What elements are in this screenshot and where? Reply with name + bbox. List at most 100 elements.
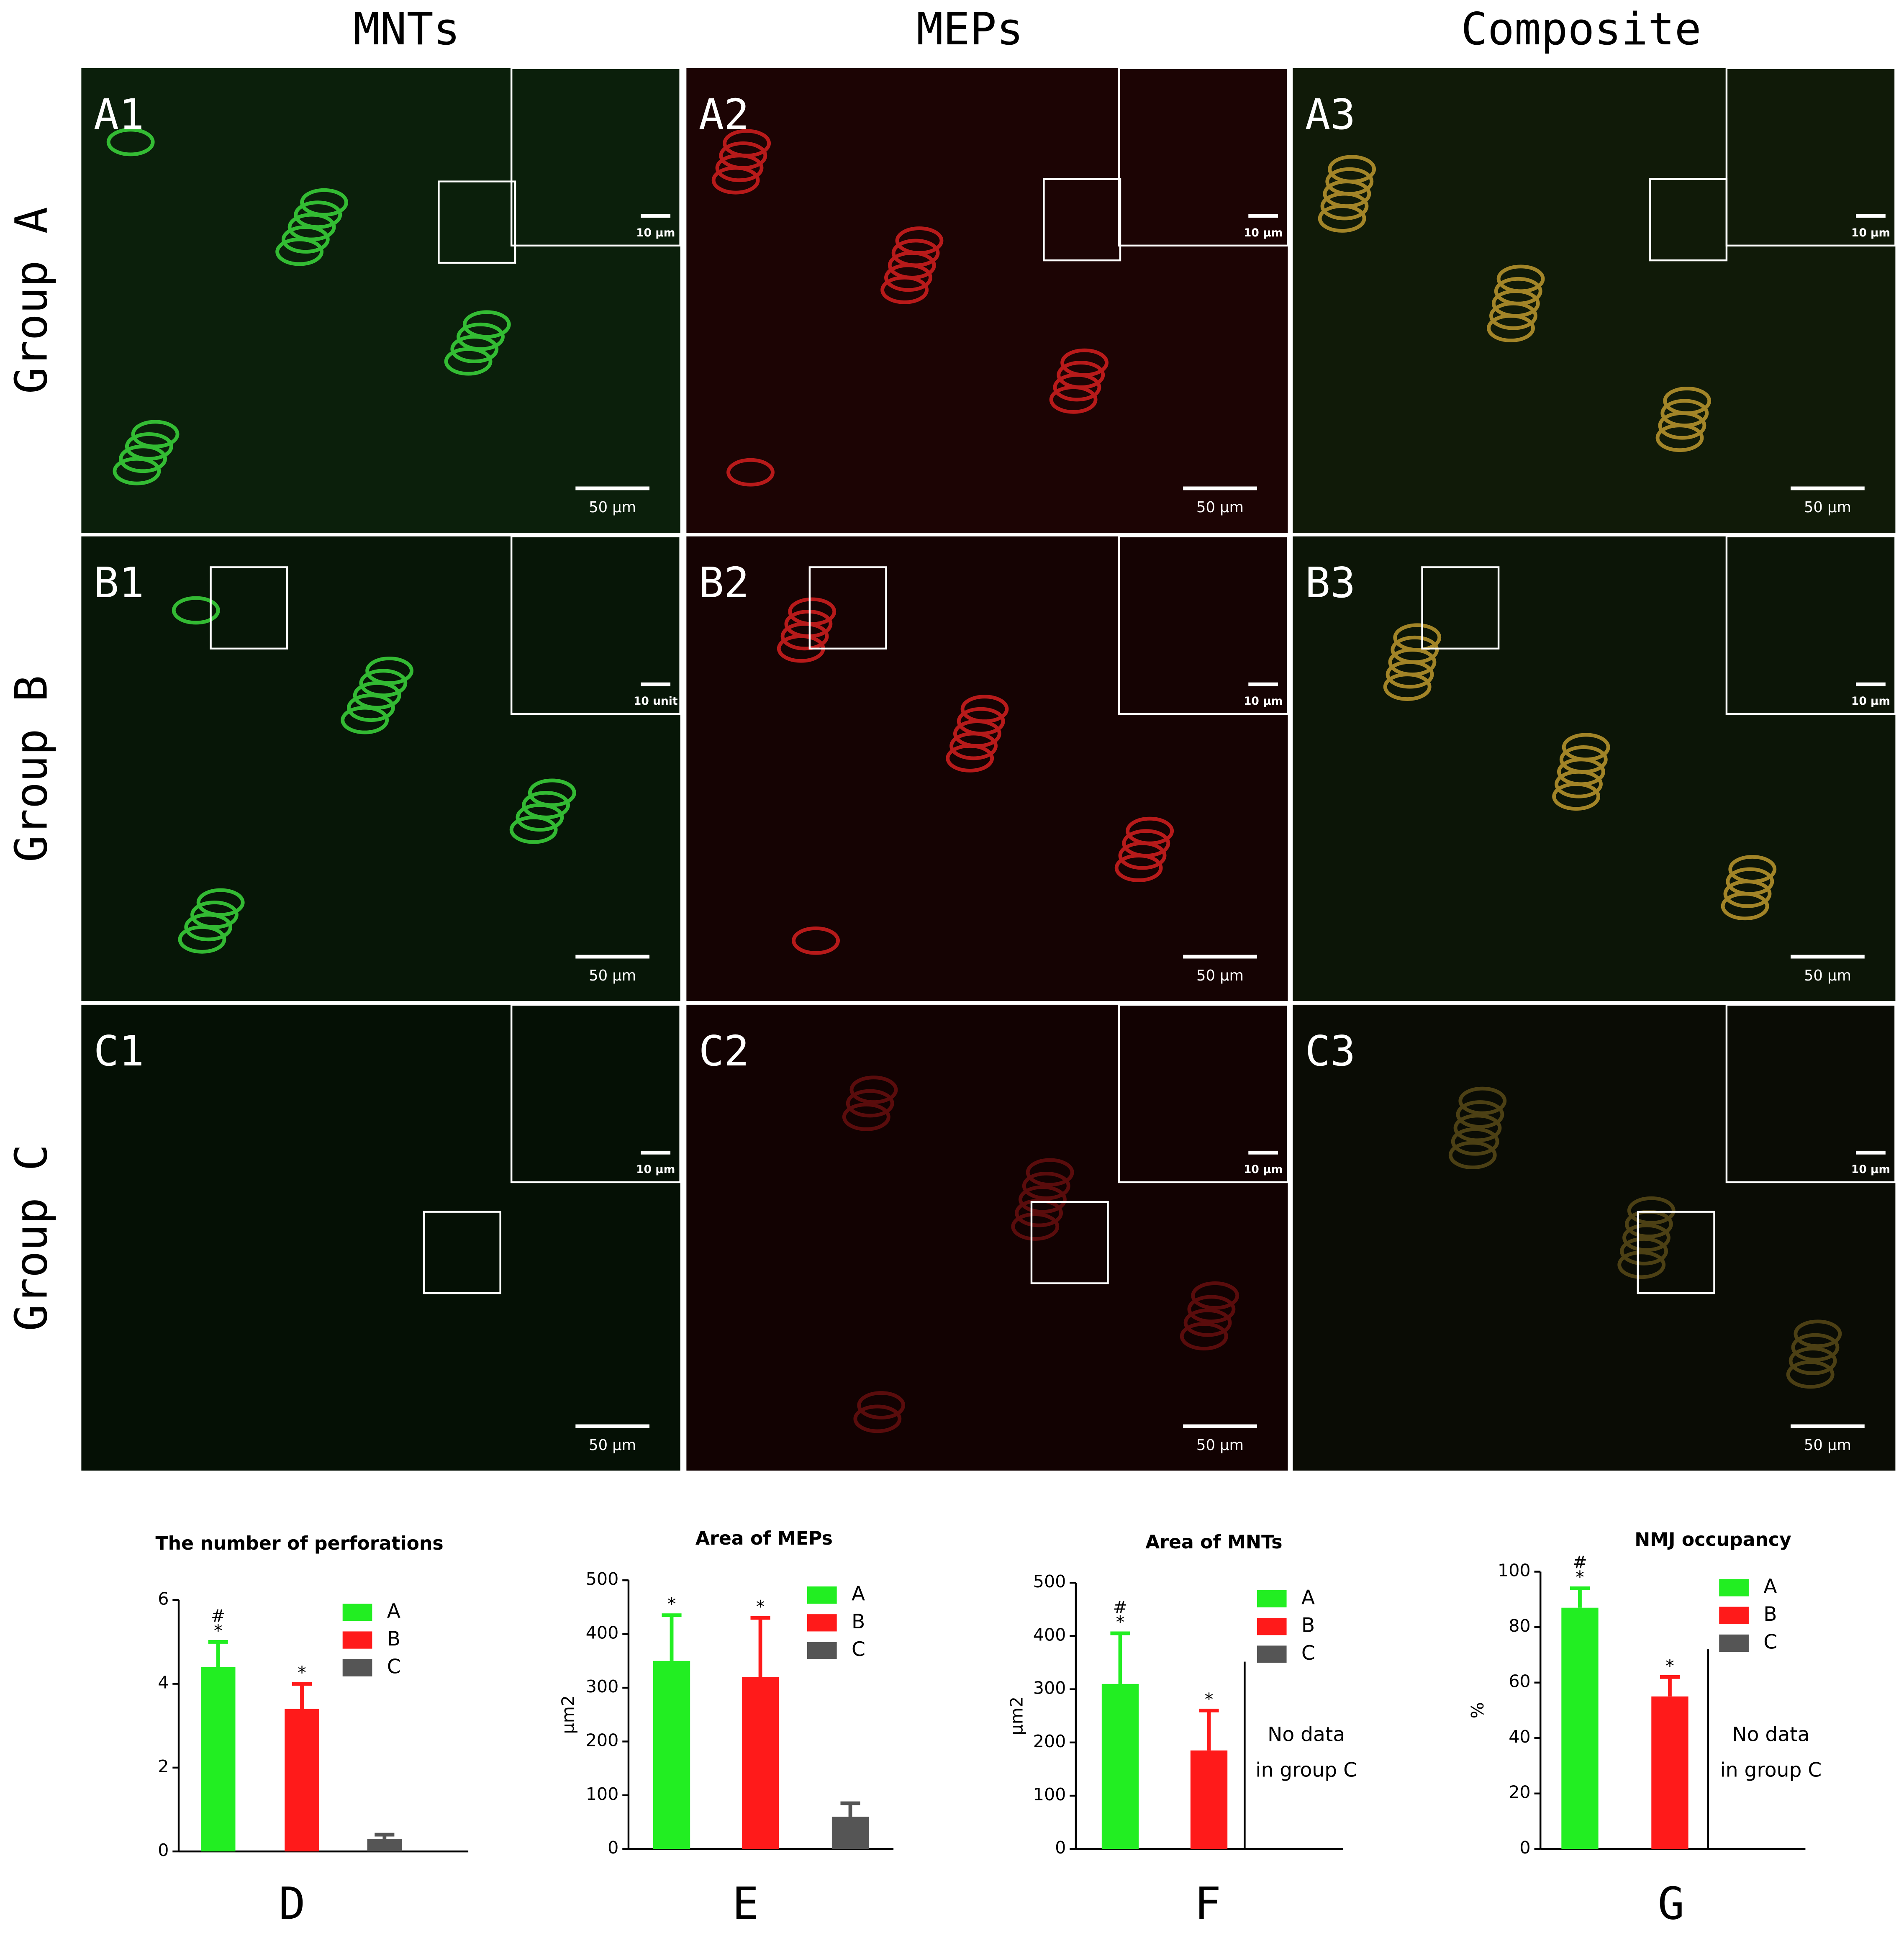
legend-swatch bbox=[342, 1604, 372, 1621]
junction bbox=[1663, 386, 1712, 415]
junction bbox=[1728, 855, 1777, 883]
roi-box bbox=[808, 566, 887, 650]
panel-label: C1 bbox=[94, 1027, 144, 1076]
junction bbox=[275, 237, 324, 266]
scale-label: 50 μm bbox=[1804, 967, 1851, 984]
junction bbox=[1328, 155, 1376, 184]
structures bbox=[842, 1076, 1239, 1433]
roi-box bbox=[1649, 178, 1728, 262]
junction bbox=[1627, 1196, 1676, 1225]
panel-letter: G bbox=[1658, 1878, 1684, 1930]
inset bbox=[1725, 535, 1896, 715]
panel-label: A2 bbox=[699, 90, 749, 139]
inset bbox=[1725, 67, 1896, 247]
inset-scale-label: 10 μm bbox=[1244, 695, 1283, 708]
chart-title: NMJ occupancy bbox=[1635, 1529, 1791, 1550]
junction bbox=[792, 926, 840, 955]
junction bbox=[1060, 348, 1109, 377]
junction bbox=[1620, 1237, 1668, 1265]
junction bbox=[1180, 1322, 1228, 1350]
junction bbox=[522, 791, 570, 819]
note: in group C bbox=[1720, 1759, 1822, 1782]
y-tick-label: 0 bbox=[1519, 1838, 1530, 1858]
junction bbox=[1451, 1127, 1499, 1156]
legend-label: B bbox=[852, 1610, 865, 1633]
panel-letter: E bbox=[732, 1878, 759, 1930]
y-tick-label: 0 bbox=[608, 1838, 618, 1858]
inset-scale-label: 10 μm bbox=[1851, 1163, 1890, 1176]
junction bbox=[1458, 1086, 1507, 1115]
junction bbox=[528, 778, 576, 807]
structures bbox=[106, 128, 511, 485]
junction bbox=[1391, 635, 1439, 664]
roi-box bbox=[1030, 1201, 1109, 1284]
junction bbox=[726, 458, 775, 487]
legend-label: C bbox=[1301, 1642, 1315, 1665]
bar bbox=[831, 1817, 869, 1849]
junction bbox=[184, 913, 233, 942]
significance-mark: * bbox=[1116, 1612, 1125, 1632]
legend-swatch bbox=[807, 1614, 837, 1632]
bar bbox=[367, 1839, 402, 1852]
y-tick-label: 0 bbox=[158, 1840, 169, 1860]
inset bbox=[1725, 1004, 1896, 1183]
junction bbox=[1660, 399, 1709, 428]
bar bbox=[1651, 1696, 1688, 1849]
roi-box bbox=[1043, 178, 1121, 262]
y-tick-label: 6 bbox=[158, 1589, 169, 1609]
panel-label: C3 bbox=[1305, 1027, 1356, 1076]
y-tick-label: 400 bbox=[1033, 1625, 1066, 1645]
junction bbox=[1786, 1360, 1835, 1389]
structures bbox=[711, 129, 1109, 487]
bar bbox=[201, 1667, 236, 1852]
y-tick-label: 60 bbox=[1509, 1671, 1530, 1692]
junction bbox=[784, 610, 833, 638]
junction bbox=[1453, 1114, 1502, 1142]
junction bbox=[849, 1076, 898, 1104]
chart-title: Area of MEPs bbox=[695, 1528, 833, 1549]
y-tick-label: 400 bbox=[586, 1623, 619, 1643]
y-tick-label: 200 bbox=[586, 1730, 619, 1750]
legend-label: B bbox=[1301, 1614, 1315, 1637]
inset-scale-label: 10 μm bbox=[1244, 226, 1283, 239]
junction bbox=[1011, 1212, 1060, 1241]
junction bbox=[723, 129, 771, 158]
column-header: MEPs bbox=[916, 4, 1023, 55]
inset-scale-label: 10 μm bbox=[636, 226, 675, 239]
inset-scale-label: 10 μm bbox=[1244, 1163, 1283, 1176]
inset-scale-label: 10 μm bbox=[636, 1163, 675, 1176]
y-tick-label: 200 bbox=[1033, 1731, 1066, 1751]
junction bbox=[719, 141, 767, 170]
column-header: MNTs bbox=[353, 4, 460, 55]
column-header: Composite bbox=[1461, 4, 1701, 55]
junction bbox=[1057, 361, 1105, 389]
significance-mark: # bbox=[211, 1606, 226, 1626]
junction bbox=[857, 1391, 906, 1419]
junction bbox=[1183, 1308, 1232, 1337]
significance-mark: * bbox=[756, 1597, 765, 1617]
structures bbox=[777, 597, 1174, 955]
junction bbox=[516, 803, 564, 832]
inset-scale-label: 10 μm bbox=[1851, 226, 1890, 239]
legend-label: C bbox=[387, 1655, 401, 1678]
legend-label: B bbox=[1763, 1603, 1777, 1626]
panel-label: B2 bbox=[699, 558, 749, 607]
y-tick-label: 40 bbox=[1509, 1727, 1530, 1747]
y-tick-label: 100 bbox=[1033, 1784, 1066, 1805]
inset bbox=[510, 67, 681, 247]
scale-label: 50 μm bbox=[589, 1437, 636, 1454]
y-tick-label: 4 bbox=[158, 1673, 169, 1693]
junction bbox=[1019, 1185, 1067, 1214]
panel-label: A3 bbox=[1305, 90, 1356, 139]
junction bbox=[1325, 167, 1374, 196]
legend-swatch bbox=[1257, 1645, 1287, 1663]
inset bbox=[510, 1004, 681, 1183]
scale-label: 50 μm bbox=[1196, 499, 1244, 516]
junction bbox=[1122, 829, 1170, 857]
legend-swatch bbox=[342, 1659, 372, 1676]
significance-mark: # bbox=[1113, 1597, 1128, 1617]
roi-box bbox=[1637, 1211, 1715, 1294]
junction bbox=[788, 597, 837, 626]
junction bbox=[287, 213, 336, 241]
